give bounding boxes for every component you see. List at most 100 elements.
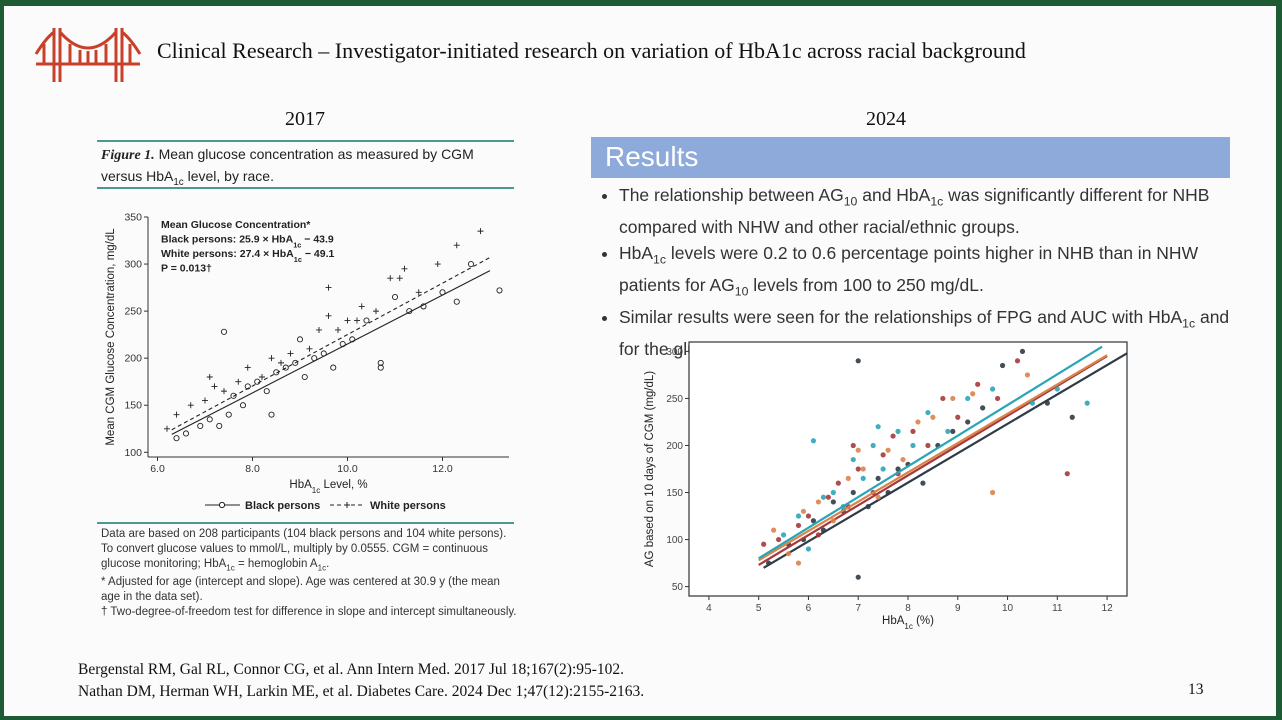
point [990, 386, 996, 392]
point [325, 312, 332, 319]
point [890, 433, 896, 439]
x-tick-label: 4 [706, 603, 712, 614]
point [980, 405, 986, 411]
point [900, 456, 906, 463]
point [780, 532, 787, 538]
fit-line [758, 345, 1103, 560]
x-tick-label: 7 [855, 603, 861, 614]
text-run: HbA [619, 242, 654, 263]
point [999, 362, 1006, 369]
text-run: AG based on 10 days of CGM (mg/dL) [644, 371, 656, 567]
x-tick-label: 6.0 [150, 463, 165, 475]
text-run: White persons: 27.4 × HbA [161, 248, 294, 260]
point [940, 395, 946, 402]
subscript: 1c [294, 255, 302, 264]
annotation: White persons: 27.4 × HbA1c − 49.1 [161, 248, 334, 264]
rule [97, 522, 514, 524]
point [1054, 386, 1060, 392]
point [396, 275, 403, 282]
point [496, 287, 503, 294]
legend-label: Black persons [245, 500, 320, 512]
annotation: Mean Glucose Concentration* [161, 219, 311, 231]
text-run: levels from 100 to 250 mg/dL. [748, 274, 984, 295]
point [344, 317, 351, 324]
annotation: Black persons: 25.9 × HbA1c − 43.9 [161, 234, 334, 250]
text-run: Mean Glucose Concentration* [161, 219, 311, 231]
point [880, 452, 886, 458]
subscript: 1c [904, 622, 913, 631]
point [306, 345, 313, 352]
point [206, 416, 213, 423]
point [354, 317, 360, 324]
results-banner: Results [591, 137, 1230, 178]
point [925, 409, 931, 416]
point [477, 228, 484, 235]
footnote: Data are based on 208 participants (104 … [101, 527, 521, 575]
subscript: 1c [653, 252, 666, 266]
point [221, 388, 227, 395]
references: Bergenstal RM, Gal RL, Connor CG, et al.… [78, 659, 644, 703]
point [870, 442, 876, 449]
point [182, 430, 190, 437]
subscript: 10 [734, 284, 749, 298]
point [220, 328, 228, 335]
point [850, 489, 856, 496]
text-run: − 49.1 [302, 248, 335, 260]
subscript: 1c [1182, 316, 1196, 330]
x-tick-label: 6 [806, 603, 812, 614]
text-run: − 43.9 [301, 234, 334, 246]
point [296, 336, 304, 343]
point [206, 374, 213, 380]
y-tick-label: 300 [124, 259, 142, 271]
point [925, 442, 931, 449]
reference: Bergenstal RM, Gal RL, Connor CG, et al.… [78, 661, 625, 678]
point [211, 383, 218, 390]
point [164, 425, 170, 432]
fit-line [171, 270, 491, 435]
text-run: Mean glucose concentration as measured b… [101, 146, 474, 184]
point [994, 395, 1001, 402]
point [761, 541, 767, 547]
y-tick-label: 50 [672, 582, 684, 593]
text-run: and HbA [857, 185, 931, 205]
point [775, 536, 782, 543]
point [880, 466, 886, 472]
text-run: levels were 0.2 to 0.6 percentage points… [619, 242, 1199, 295]
y-axis-label: AG based on 10 days of CGM (mg/dL) [644, 371, 656, 567]
x-tick-label: 8.0 [245, 463, 260, 475]
text-run: Data are based on 208 participants (104 … [101, 528, 507, 570]
fit-line [763, 352, 1128, 569]
text-run: HbA [289, 479, 312, 491]
point [1069, 414, 1075, 420]
point [259, 374, 265, 380]
y-tick-label: 350 [124, 212, 142, 224]
subscript: 1c [293, 240, 301, 249]
point [815, 499, 822, 505]
subscript: 1c [930, 194, 944, 209]
y-tick-label: 150 [124, 400, 142, 412]
point [855, 447, 861, 453]
y-tick-label: 200 [666, 441, 683, 452]
point [855, 358, 861, 364]
point [1014, 358, 1021, 364]
point [950, 428, 956, 434]
point [830, 489, 836, 496]
point [810, 438, 817, 444]
point [278, 359, 284, 366]
point [325, 284, 332, 291]
point [945, 428, 951, 434]
reference: Nathan DM, Herman WH, Larkin ME, et al. … [78, 683, 645, 700]
point [282, 364, 289, 371]
x-tick-label: 9 [955, 603, 961, 614]
point [335, 326, 341, 333]
y-tick-label: 100 [666, 535, 683, 546]
point [950, 395, 956, 402]
point [830, 518, 836, 524]
y-tick-label: 200 [124, 353, 142, 365]
point [965, 395, 971, 402]
point [771, 527, 777, 533]
point [173, 411, 180, 418]
subscript: 1c [173, 176, 184, 188]
figure-caption: Figure 1. Mean glucose concentration as … [101, 144, 506, 193]
